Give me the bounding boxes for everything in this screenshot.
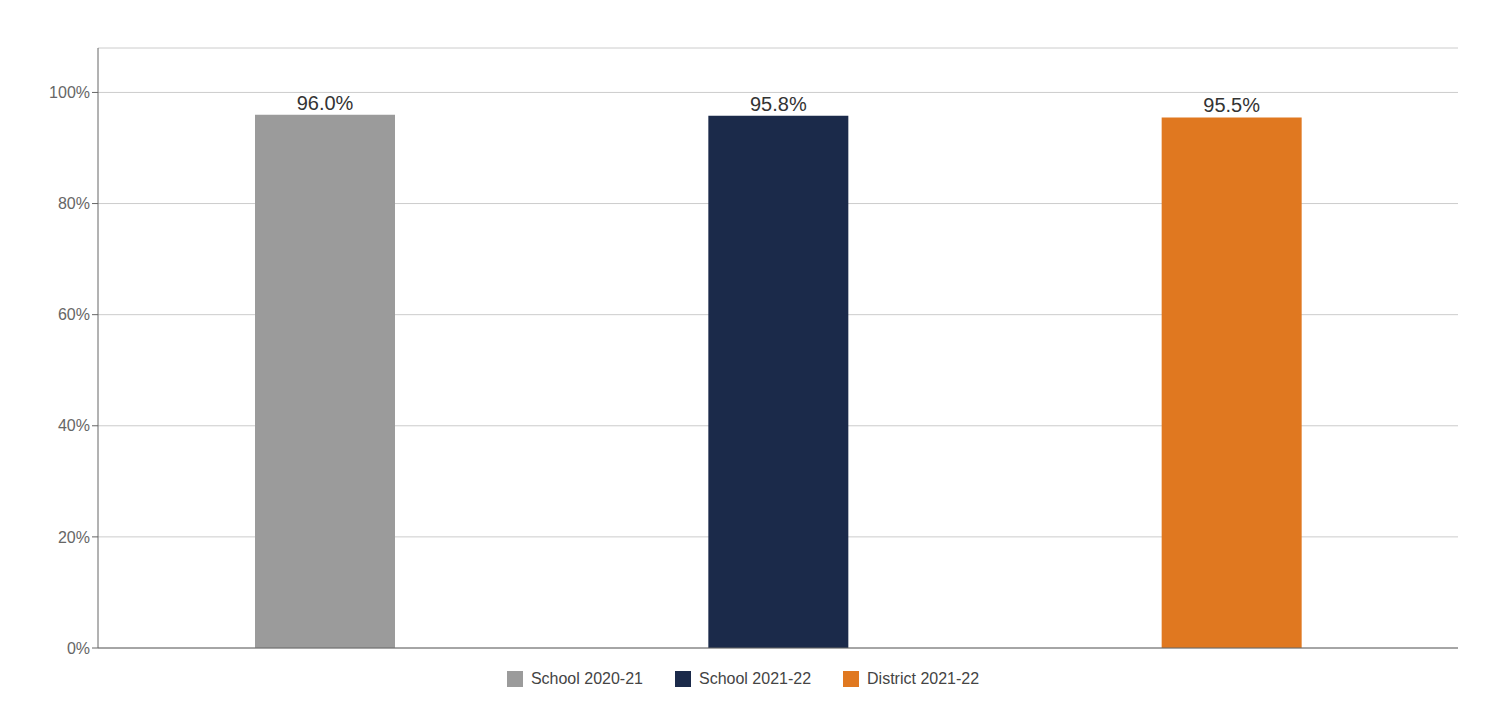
html-text:School 2021-22: School 2021-22 — [699, 670, 812, 687]
svg-text:95.8%: 95.8% — [750, 93, 807, 115]
svg-text:0%: 0% — [67, 640, 90, 657]
svg-text:20%: 20% — [58, 529, 90, 546]
svg-text:100%: 100% — [49, 84, 90, 101]
svg-text:95.5%: 95.5% — [1203, 94, 1260, 116]
svg-text:96.0%: 96.0% — [297, 92, 354, 114]
html-text:District 2021-22: District 2021-22 — [867, 670, 980, 687]
svg-text:60%: 60% — [58, 306, 90, 323]
svg-text:80%: 80% — [58, 195, 90, 212]
html-text:School 2020-21: School 2020-21 — [530, 670, 643, 687]
svg-text:40%: 40% — [58, 417, 90, 434]
